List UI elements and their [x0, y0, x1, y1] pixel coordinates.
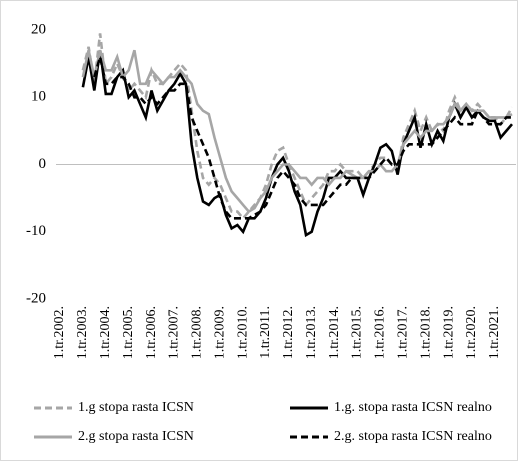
x-tick-label: 1.tr.2015.	[350, 306, 365, 359]
x-tick-label: 1.tr.2008.	[190, 306, 205, 359]
x-tick-label: 1.tr.2019.	[441, 306, 456, 359]
x-tick-label: 1.tr.2002.	[52, 306, 67, 359]
series-line	[93, 56, 512, 220]
x-tick-label: 1.tr.2014.	[327, 306, 342, 359]
legend-label: 1.g. stopa rasta ICSN realno	[334, 400, 492, 415]
series-line	[81, 49, 513, 214]
x-tick-label: 1.tr.2016.	[373, 306, 388, 359]
y-tick-label: 0	[39, 156, 47, 172]
x-tick-label: 1.tr.2007.	[167, 306, 182, 359]
y-tick-label: -20	[26, 290, 46, 306]
x-tick-label: 1.tr.2009.	[212, 306, 227, 359]
x-tick-label: 1.tr.2012.	[281, 306, 296, 359]
legend-label: 2.g stopa rasta ICSN	[78, 429, 194, 444]
y-tick-label: 20	[31, 21, 46, 37]
series-line	[81, 33, 514, 221]
legend-label: 2.g. stopa rasta ICSN realno	[334, 429, 492, 444]
y-tick-label: -10	[26, 223, 46, 239]
x-tick-label: 1.tr.2006.	[144, 306, 159, 359]
y-tick-label: 10	[31, 89, 46, 105]
legend-label: 1.g stopa rasta ICSN	[78, 400, 194, 415]
x-tick-label: 1.tr.2004.	[98, 306, 113, 359]
x-tick-label: 1.tr.2020.	[464, 306, 479, 359]
x-tick-label: 1.tr.2003.	[75, 306, 90, 359]
x-tick-label: 1.tr.2005.	[121, 306, 136, 359]
x-tick-label: 1.tr.2021.	[487, 306, 502, 359]
x-tick-label: 1.tr.2018.	[418, 306, 433, 359]
x-tick-label: 1.tr.2011.	[258, 306, 273, 359]
x-tick-label: 1.tr.2013.	[304, 306, 319, 359]
x-tick-label: 1.tr.2017.	[396, 306, 411, 359]
x-tick-label: 1.tr.2010.	[235, 306, 250, 359]
